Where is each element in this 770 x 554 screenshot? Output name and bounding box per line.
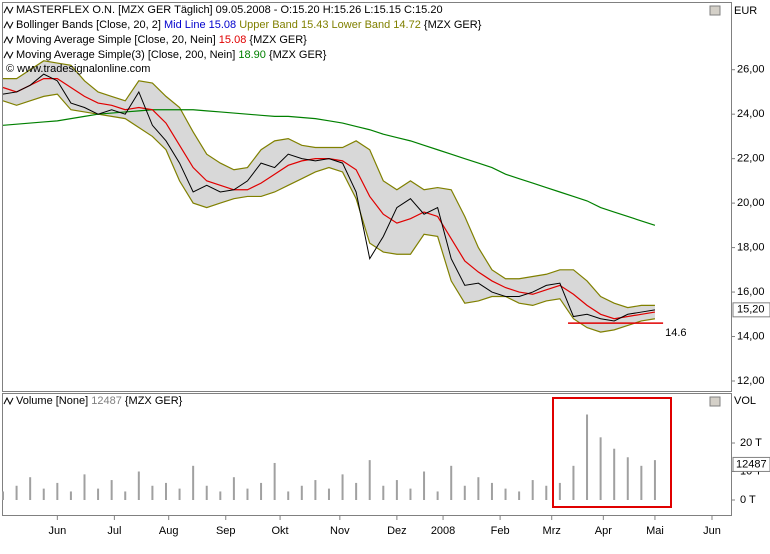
price-panel — [2, 2, 732, 392]
header-line: Bollinger Bands [Close, 20, 2] Mid Line … — [16, 19, 482, 31]
y-tick-label: 14,00 — [737, 330, 765, 342]
x-tick-label: Mrz — [543, 525, 561, 537]
series-line — [2, 93, 656, 333]
last-value-box — [732, 302, 770, 318]
header-text: Bollinger Bands [Close, 20, 2] — [16, 19, 164, 31]
header-text: Moving Average Simple(3) [Close, 200, Ne… — [16, 49, 238, 61]
last-value-label: 15,20 — [737, 304, 765, 316]
series-line — [2, 109, 656, 226]
x-tick-label: Sep — [216, 525, 236, 537]
y-unit: EUR — [734, 5, 757, 17]
indicator-icon — [3, 20, 14, 30]
header: MASTERFLEX O.N. [MZX GER Täglich] 09.05.… — [3, 4, 757, 407]
x-tick-label: Feb — [491, 525, 510, 537]
header-line: Moving Average Simple(3) [Close, 200, Ne… — [16, 49, 327, 61]
x-tick-label: Okt — [272, 525, 289, 537]
y-tick-label: 20,00 — [737, 197, 765, 209]
band-fill — [3, 60, 655, 333]
header-text: Mid Line 15.08 — [164, 19, 239, 31]
header-line: MASTERFLEX O.N. [MZX GER Täglich] 09.05.… — [16, 4, 443, 16]
y-tick-label: 18,00 — [737, 241, 765, 253]
x-tick-label: Jun — [703, 525, 721, 537]
last-volume-box — [732, 456, 770, 472]
y-tick-label: 26,00 — [737, 64, 765, 76]
y-unit: VOL — [734, 395, 756, 407]
x-tick-label: Dez — [387, 525, 407, 537]
y-tick-label: 0 T — [740, 494, 756, 506]
series-line — [2, 73, 656, 322]
header-text: {MZX GER} — [249, 34, 307, 46]
header-text: 15.08 — [219, 34, 250, 46]
panel-button[interactable] — [709, 5, 721, 16]
annotation-label: 14.6 — [665, 327, 686, 339]
x-tick-label: Jun — [48, 525, 66, 537]
y-tick-label: 24,00 — [737, 108, 765, 120]
header-text: {MZX GER} — [269, 49, 327, 61]
indicator-icon — [3, 5, 14, 15]
y-tick-label: 22,00 — [737, 153, 765, 165]
indicator-icon — [3, 396, 14, 406]
indicator-icon — [3, 35, 14, 45]
header-line: Volume [None] 12487 {MZX GER} — [16, 395, 183, 407]
header-text: Upper Band 15.43 Lower Band 14.72 — [239, 19, 424, 31]
x-tick-label: Aug — [159, 525, 179, 537]
x-tick-label: Nov — [330, 525, 350, 537]
y-tick-label: 12,00 — [737, 375, 765, 387]
x-tick-label: Jul — [107, 525, 121, 537]
series-line — [3, 60, 655, 309]
x-tick-label: Mai — [646, 525, 664, 537]
last-volume-label: 12487 — [736, 458, 767, 470]
header-text: 12487 — [91, 395, 125, 407]
y-tick-label: 20 T — [740, 437, 762, 449]
x-tick-label: 2008 — [431, 525, 455, 537]
header-text: {MZX GER} — [125, 395, 183, 407]
panel-button[interactable] — [709, 396, 721, 407]
highlight-box — [552, 397, 672, 508]
plot-area: 12,00 14,00 16,00 18,00 20,00 22,00 24,00 26,00… — [2, 60, 770, 537]
copyright: © www.tradesignalonline.com — [6, 63, 150, 75]
volume-panel — [2, 393, 732, 516]
header-text: {MZX GER} — [424, 19, 482, 31]
header-text: MASTERFLEX O.N. [MZX GER Täglich] 09.05.… — [16, 4, 443, 16]
x-tick-label: Apr — [595, 525, 612, 537]
header-text: Moving Average Simple [Close, 20, Nein] — [16, 34, 219, 46]
header-text: Volume [None] — [16, 395, 91, 407]
y-tick-label: 16,00 — [737, 286, 765, 298]
header-line: Moving Average Simple [Close, 20, Nein] … — [16, 34, 307, 46]
indicator-icon — [3, 50, 14, 60]
header-text: 18.90 — [238, 49, 269, 61]
